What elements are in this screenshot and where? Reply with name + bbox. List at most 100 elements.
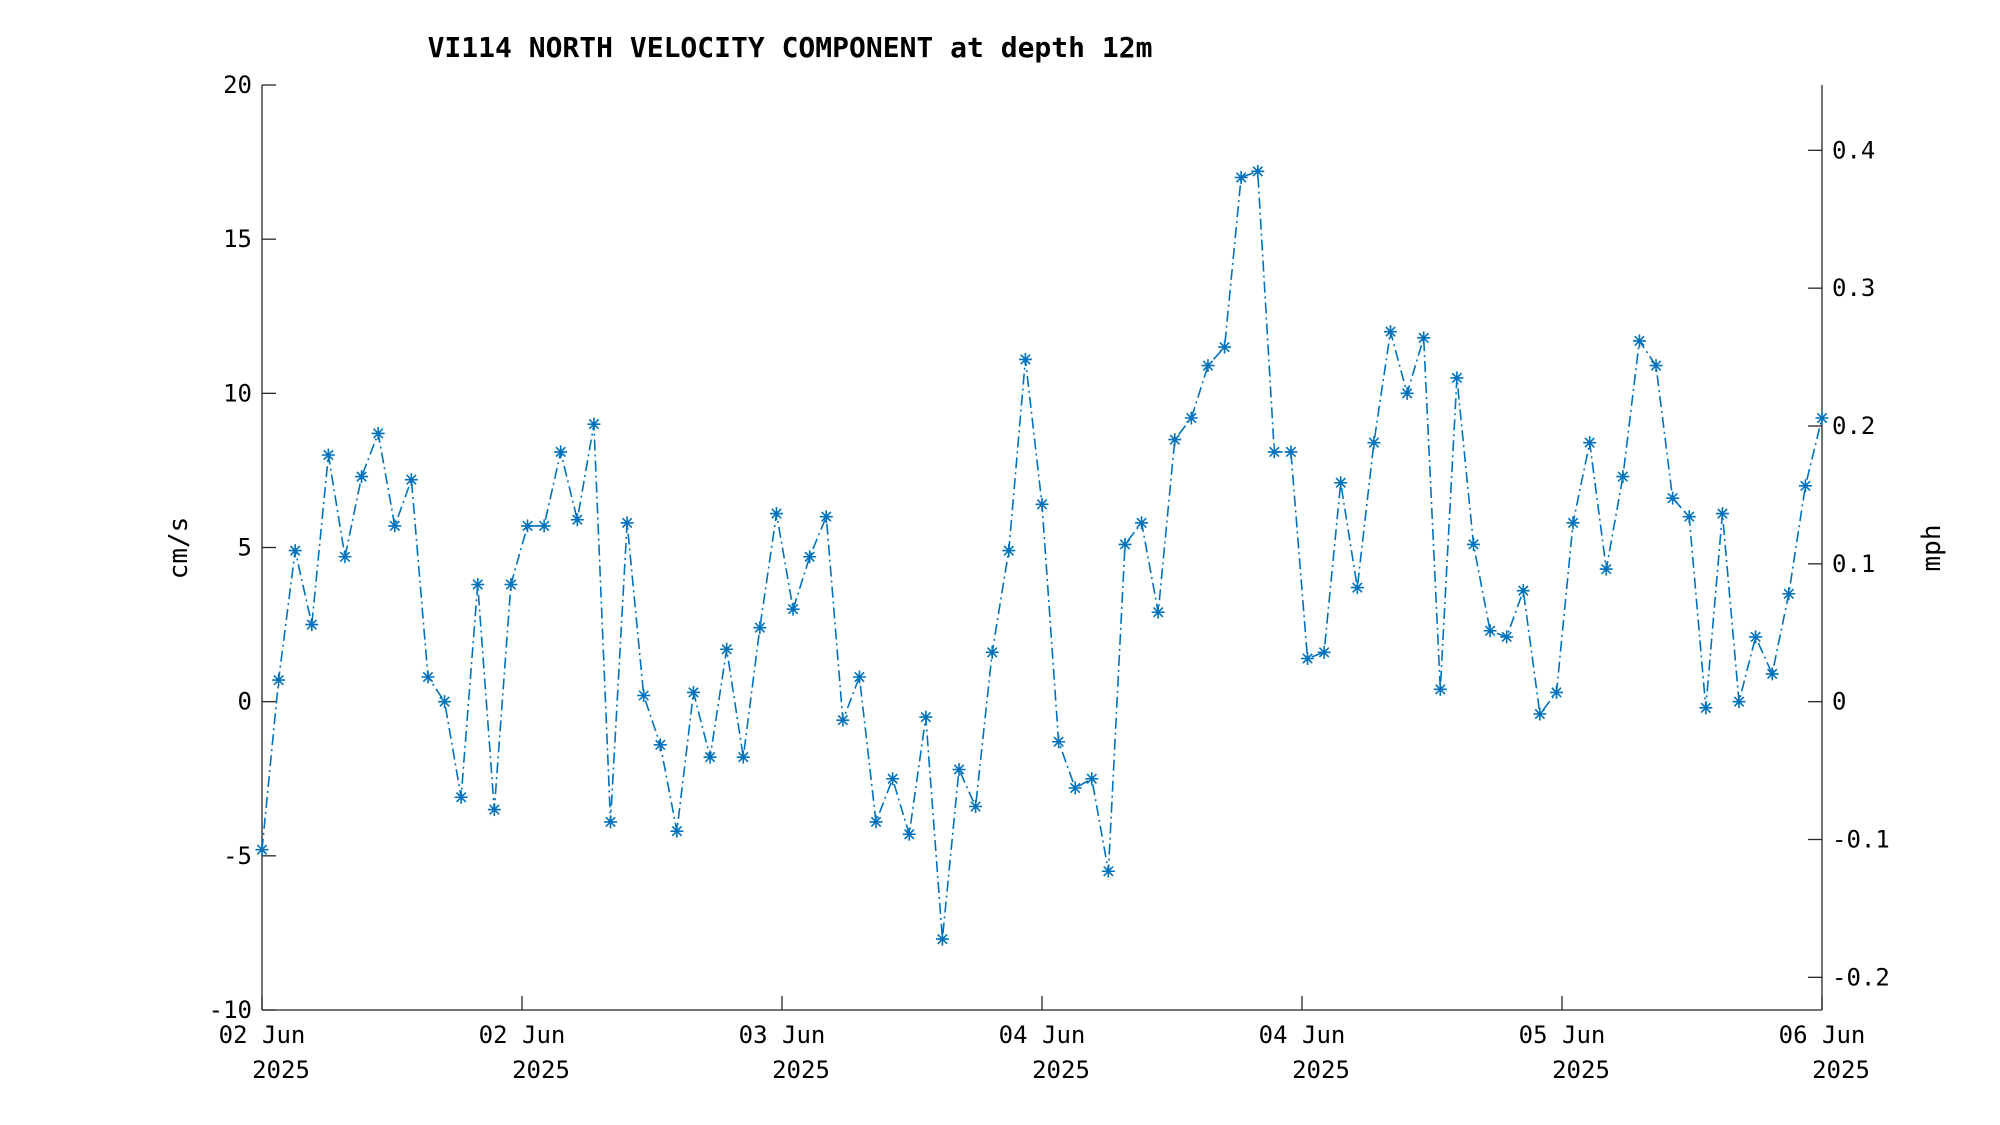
data-point-marker: [952, 763, 966, 776]
data-point-marker: [769, 507, 783, 521]
data-point-marker: [388, 519, 402, 533]
data-point-marker: [653, 738, 667, 752]
data-point-marker: [836, 713, 850, 727]
y2-tick-label: -0.2: [1832, 963, 1890, 991]
data-point-marker: [1782, 587, 1796, 601]
x-tick-day-label: 04 Jun: [1259, 1021, 1346, 1049]
series-line: [261, 170, 1823, 940]
y-tick-label: 0: [238, 688, 252, 716]
data-point-marker: [1068, 781, 1082, 795]
data-point-marker: [1251, 164, 1265, 178]
data-point-marker: [869, 815, 883, 829]
x-tick-day-label: 02 Jun: [479, 1021, 566, 1049]
data-point-marker: [1500, 630, 1514, 644]
data-point-marker: [686, 685, 700, 699]
data-point-marker: [736, 750, 750, 764]
y-tick-label: -10: [209, 996, 252, 1024]
data-point-marker: [1201, 359, 1215, 373]
y-axis-label: cm/s: [164, 517, 194, 580]
data-point-marker: [1450, 371, 1464, 385]
data-point-marker: [1052, 735, 1066, 749]
data-point-marker: [1400, 386, 1414, 400]
y-tick-label: 20: [223, 71, 252, 99]
y-tick-label: -5: [223, 842, 252, 870]
data-point-marker: [1649, 359, 1663, 373]
data-point-marker: [1350, 581, 1364, 595]
y2-axis-ticks: 0.4 0.3 0.2 0.1 0 -0.1 -0.2: [1808, 136, 1890, 991]
data-point-marker: [1384, 325, 1398, 339]
x-tick-year-label: 2025: [1812, 1056, 1870, 1084]
data-point-marker: [1566, 516, 1580, 530]
data-point-marker: [720, 642, 734, 656]
data-point-marker: [1466, 537, 1480, 551]
data-point-marker: [637, 689, 651, 702]
data-point-marker: [819, 510, 833, 524]
data-point-marker: [786, 602, 800, 616]
data-point-marker: [438, 695, 452, 709]
data-point-marker: [1101, 864, 1115, 878]
data-point-marker: [1533, 707, 1547, 721]
y2-tick-label: 0.3: [1832, 274, 1875, 302]
y-tick-label: 5: [238, 534, 252, 562]
data-point-marker: [355, 470, 369, 484]
data-point-marker: [288, 544, 302, 558]
data-point-marker: [985, 645, 999, 659]
data-point-marker: [1234, 171, 1248, 184]
data-point-marker: [1483, 624, 1497, 638]
x-tick-year-label: 2025: [252, 1056, 310, 1084]
data-point-marker: [338, 550, 352, 564]
data-point-marker: [504, 578, 518, 591]
data-point-marker: [305, 618, 319, 632]
data-point-marker: [1815, 411, 1829, 425]
data-point-marker: [1616, 470, 1630, 484]
data-point-marker: [902, 827, 916, 841]
y2-tick-label: 0.2: [1832, 412, 1875, 440]
data-point-marker: [1749, 630, 1763, 644]
data-point-marker: [886, 772, 900, 786]
data-point-marker: [1301, 652, 1315, 665]
data-point-marker: [1151, 605, 1165, 619]
data-point-marker: [1765, 667, 1779, 681]
data-point-marker: [620, 516, 634, 530]
plot-area: [261, 85, 1823, 1011]
y2-tick-label: 0.4: [1832, 136, 1875, 164]
data-point-marker: [1682, 510, 1696, 524]
x-tick-day-label: 04 Jun: [999, 1021, 1086, 1049]
data-point-marker: [1334, 476, 1348, 490]
data-point-marker: [1732, 695, 1746, 709]
data-point-marker: [404, 473, 418, 487]
data-point-marker: [1168, 433, 1182, 447]
y2-tick-label: -0.1: [1832, 826, 1890, 854]
data-point-marker: [1118, 537, 1132, 551]
data-point-marker: [1085, 772, 1099, 786]
data-point-marker: [1367, 436, 1381, 450]
y2-tick-label: 0.1: [1832, 550, 1875, 578]
data-point-marker: [1184, 411, 1198, 425]
data-point-marker: [1417, 331, 1431, 345]
data-point-marker: [604, 815, 618, 829]
data-point-marker: [1284, 445, 1298, 459]
data-point-marker: [1267, 445, 1281, 459]
data-point-marker: [1715, 507, 1729, 521]
data-point-marker: [1002, 544, 1016, 558]
data-point-marker: [919, 710, 933, 724]
data-point-marker: [1583, 436, 1597, 450]
y-tick-label: 15: [223, 225, 252, 253]
series-layer: [255, 164, 1829, 946]
data-point-marker: [1798, 479, 1812, 493]
data-point-marker: [587, 417, 601, 431]
data-point-marker: [371, 426, 385, 440]
data-point-marker: [537, 519, 551, 533]
x-tick-year-label: 2025: [772, 1056, 830, 1084]
chart-title: VI114 NORTH VELOCITY COMPONENT at depth …: [428, 31, 1153, 64]
x-tick-day-label: 02 Jun: [219, 1021, 306, 1049]
x-tick-year-label: 2025: [512, 1056, 570, 1084]
data-point-marker: [1018, 352, 1032, 366]
data-point-marker: [935, 932, 949, 946]
x-axis-ticks: 02 Jun 2025 02 Jun 2025 03 Jun 2025 04 Jun 2025…: [219, 996, 1870, 1084]
y2-tick-label: 0: [1832, 688, 1846, 716]
data-point-marker: [803, 550, 817, 564]
y-tick-label: 10: [223, 379, 252, 407]
data-point-marker: [753, 621, 767, 635]
